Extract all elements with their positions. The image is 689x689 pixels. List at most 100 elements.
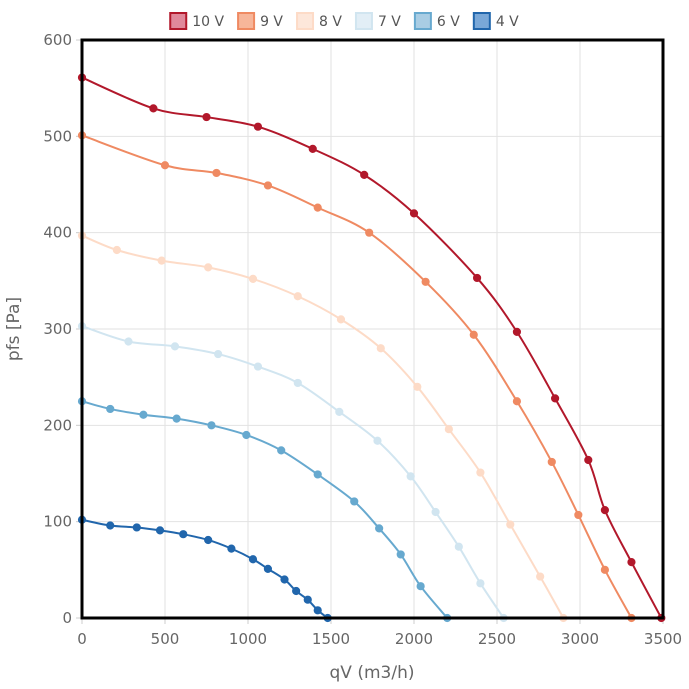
data-point[interactable]	[472, 273, 482, 283]
data-point[interactable]	[214, 349, 223, 359]
y-tick-label: 200	[43, 416, 72, 434]
legend-item-7-v[interactable]: 7 V	[354, 12, 401, 30]
data-point[interactable]	[416, 582, 425, 591]
x-tick-label: 0	[77, 630, 87, 648]
data-point[interactable]	[207, 421, 216, 430]
data-point[interactable]	[160, 161, 170, 170]
data-point[interactable]	[574, 510, 583, 520]
y-tick-label: 0	[62, 609, 72, 627]
data-point[interactable]	[600, 565, 610, 574]
x-tick-label: 500	[151, 630, 180, 648]
data-point[interactable]	[313, 203, 322, 212]
data-point[interactable]	[396, 550, 405, 559]
data-point[interactable]	[157, 256, 166, 265]
data-point[interactable]	[106, 521, 115, 530]
legend-item-9-v[interactable]: 9 V	[237, 12, 283, 30]
data-point[interactable]	[253, 362, 263, 371]
data-point[interactable]	[204, 535, 213, 545]
legend-item-10-v[interactable]: 10 V	[169, 12, 225, 30]
data-point[interactable]	[376, 344, 385, 353]
data-point[interactable]	[431, 507, 440, 517]
series-4-v	[77, 515, 332, 623]
plot-frame	[80, 38, 665, 620]
data-point[interactable]	[253, 122, 263, 131]
data-point[interactable]	[149, 104, 158, 113]
data-point[interactable]	[512, 327, 522, 336]
legend-item-6-v[interactable]: 6 V	[413, 12, 460, 30]
data-point[interactable]	[248, 555, 258, 564]
data-point[interactable]	[335, 407, 344, 416]
data-point[interactable]	[248, 274, 258, 284]
data-point[interactable]	[155, 526, 165, 535]
data-point[interactable]	[536, 572, 545, 581]
data-point[interactable]	[139, 410, 148, 419]
data-point[interactable]	[170, 342, 180, 351]
legend-swatch	[472, 12, 491, 30]
legend-swatch	[354, 12, 373, 30]
legend-item-4-v[interactable]: 4 V	[472, 12, 519, 30]
data-point[interactable]	[551, 394, 560, 403]
data-point[interactable]	[336, 315, 346, 324]
series-10-v	[77, 73, 666, 623]
data-point[interactable]	[413, 382, 422, 391]
data-point[interactable]	[421, 277, 430, 286]
data-point[interactable]	[242, 430, 251, 440]
data-point[interactable]	[512, 397, 522, 406]
data-point[interactable]	[303, 595, 312, 604]
series-line-9-v	[81, 134, 633, 619]
data-point[interactable]	[627, 558, 636, 567]
y-tick-label: 100	[43, 513, 72, 531]
data-point[interactable]	[469, 330, 478, 339]
data-point[interactable]	[172, 414, 181, 423]
y-axis-ticks: 0 100 200 300 400 500 600	[43, 31, 72, 627]
data-point[interactable]	[360, 170, 369, 179]
legend-label: 6 V	[437, 14, 460, 30]
legend-swatch	[296, 12, 315, 30]
data-point[interactable]	[350, 497, 359, 506]
data-point[interactable]	[506, 520, 515, 529]
series-layer	[77, 73, 666, 623]
data-point[interactable]	[600, 506, 610, 515]
data-point[interactable]	[444, 425, 453, 434]
data-point[interactable]	[212, 168, 221, 178]
data-point[interactable]	[112, 245, 121, 255]
series-line-7-v	[81, 325, 505, 619]
legend-label: 10 V	[192, 14, 224, 30]
data-point[interactable]	[202, 112, 211, 122]
data-point[interactable]	[277, 446, 286, 455]
data-point[interactable]	[292, 586, 301, 596]
data-point[interactable]	[313, 606, 322, 615]
data-point[interactable]	[293, 292, 302, 301]
data-point[interactable]	[409, 209, 419, 218]
data-point[interactable]	[454, 542, 463, 551]
data-point[interactable]	[584, 455, 593, 465]
data-point[interactable]	[280, 575, 289, 584]
series-6-v	[77, 397, 452, 623]
data-point[interactable]	[204, 263, 213, 272]
data-point[interactable]	[124, 337, 133, 346]
data-point[interactable]	[308, 144, 317, 153]
data-point[interactable]	[476, 579, 485, 588]
data-point[interactable]	[375, 524, 384, 533]
data-point[interactable]	[406, 472, 415, 481]
legend-item-8-v[interactable]: 8 V	[296, 12, 342, 30]
data-point[interactable]	[179, 530, 188, 539]
data-point[interactable]	[313, 470, 322, 479]
data-point[interactable]	[293, 378, 302, 388]
legend-label: 8 V	[319, 14, 342, 30]
data-point[interactable]	[476, 468, 485, 477]
data-point[interactable]	[373, 436, 382, 445]
data-point[interactable]	[547, 457, 556, 467]
legend-swatch	[169, 12, 188, 30]
data-point[interactable]	[132, 523, 141, 532]
y-tick-label: 400	[43, 224, 72, 242]
data-point[interactable]	[263, 181, 273, 190]
data-point[interactable]	[263, 564, 273, 573]
legend-swatch	[413, 12, 432, 30]
series-line-4-v	[81, 518, 329, 619]
series-line-8-v	[81, 234, 565, 619]
data-point[interactable]	[365, 228, 374, 237]
data-point[interactable]	[227, 544, 236, 553]
data-point[interactable]	[106, 404, 115, 414]
